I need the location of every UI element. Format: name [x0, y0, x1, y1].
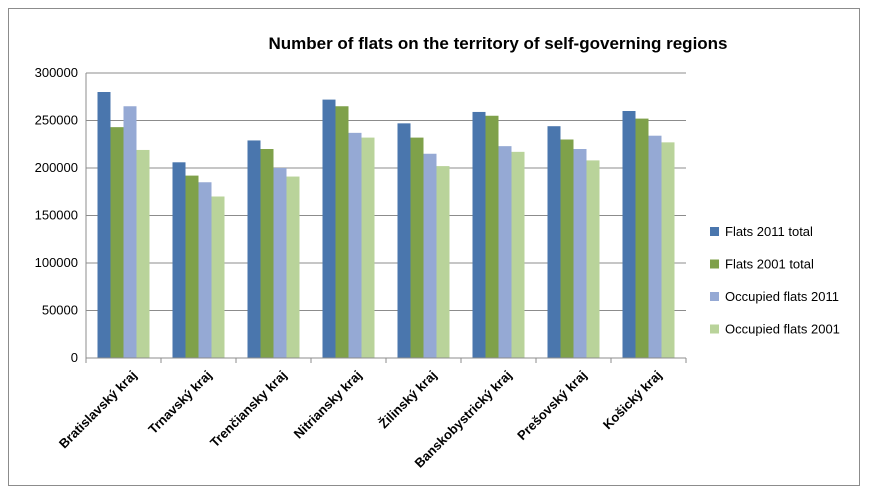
y-tick-label: 100000: [35, 255, 78, 270]
bar: [436, 166, 450, 358]
bar: [547, 126, 561, 358]
y-axis-ticks: 0 50000 100000 150000 200000 250000 300000: [35, 65, 78, 365]
y-tick-label: 0: [71, 350, 78, 365]
legend-label: Occupied flats 2011: [725, 289, 839, 304]
y-tick-label: 300000: [35, 65, 78, 80]
y-tick-label: 250000: [35, 113, 78, 128]
bar: [511, 151, 525, 358]
bar: [472, 111, 486, 358]
bar: [622, 111, 636, 358]
x-axis-labels: Bratislavský kraj Trnavský krajTrenčiansk…: [56, 368, 665, 471]
bar: [97, 92, 111, 358]
bar: [397, 123, 411, 358]
x-tick-label: Košický kraj: [600, 368, 665, 433]
x-tick-label: Trenčiansky kraj: [207, 368, 290, 451]
chart-title: Number of flats on the territory of self…: [268, 34, 727, 53]
bar: [485, 115, 499, 358]
bars: [97, 92, 675, 359]
legend-swatch: [710, 324, 719, 334]
legend-swatch: [710, 227, 719, 236]
bar: [136, 149, 150, 358]
x-tick-label: Bratislavský kraj: [56, 368, 140, 452]
legend-label: Flats 2001 total: [725, 257, 814, 272]
bar: [211, 196, 225, 358]
x-tick-label: Trnavský kraj: [145, 368, 214, 437]
bar: [560, 139, 574, 358]
bar: [123, 106, 137, 358]
bar: [573, 149, 587, 358]
bar: [586, 160, 600, 358]
y-tick-label: 150000: [35, 208, 78, 223]
bar: [322, 99, 336, 358]
legend-swatch: [710, 292, 719, 301]
bar: [335, 106, 349, 358]
bar: [172, 162, 186, 358]
legend-swatch: [710, 259, 719, 269]
x-tick-label: Žilinský kraj: [376, 368, 440, 432]
legend-label: Occupied flats 2001: [725, 322, 840, 337]
bar: [498, 146, 512, 358]
bar: [198, 182, 212, 358]
bar: [348, 132, 362, 358]
x-tick-label: Prešovský kraj: [514, 368, 590, 444]
bar: [661, 142, 675, 358]
bar: [361, 137, 375, 358]
y-tick-label: 50000: [42, 303, 78, 318]
bar: [110, 127, 124, 359]
bar: [260, 149, 274, 358]
bar: [185, 175, 199, 358]
bar: [423, 153, 437, 358]
legend: Flats 2011 total Flats 2001 total Occupied…: [710, 224, 840, 337]
legend-label: Flats 2011 total: [725, 224, 813, 239]
bar: [410, 137, 424, 358]
x-tick-label: Nitriansky kraj: [291, 368, 365, 442]
bar: [648, 135, 662, 358]
axes: [85, 73, 687, 363]
bar: [286, 176, 300, 358]
y-tick-label: 200000: [35, 160, 78, 175]
bar: [273, 168, 287, 358]
bar: [247, 140, 261, 358]
bar: [635, 118, 649, 358]
